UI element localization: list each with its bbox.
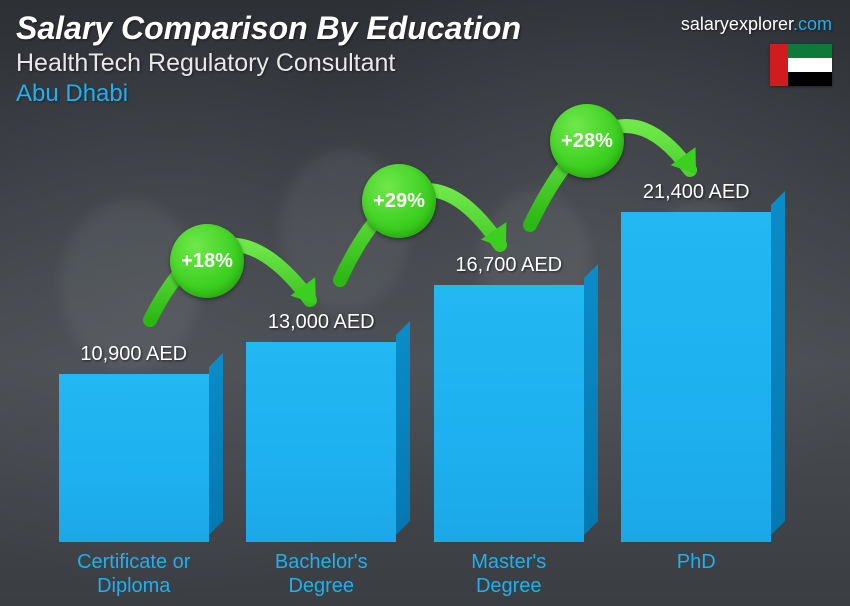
bar-1: 13,000 AED [236,311,406,542]
bar-0: 10,900 AED [49,343,219,542]
flag-stripe-green [788,44,832,58]
subtitle: HealthTech Regulatory Consultant [16,49,834,78]
bar-front-face [59,374,209,542]
bar-3d [246,342,396,542]
bar-value-label: 21,400 AED [643,181,750,204]
bar-front-face [621,212,771,542]
bar-3: 21,400 AED [611,181,781,542]
flag-stripe-black [788,72,832,86]
bar-value-label: 10,900 AED [80,343,187,366]
bar-value-label: 13,000 AED [268,311,375,334]
chart-container: Salary Comparison By Education HealthTec… [0,0,850,606]
flag-stripe-white [788,58,832,72]
x-axis-labels: Certificate orDiploma Bachelor'sDegree Mas… [40,550,790,598]
bar-side-face [396,321,410,535]
bar-side-face [771,191,785,535]
brand-logo: salaryexplorer.com [681,14,832,35]
x-label-3: PhD [611,550,781,598]
bar-3d [59,374,209,542]
bar-3d [621,212,771,542]
bar-3d [434,285,584,542]
location: Abu Dhabi [16,80,834,108]
chart-area: 10,900 AED 13,000 AED 16,700 AED 21,400 AED [40,140,790,542]
uae-flag-icon [770,44,832,86]
flag-red-bar [770,44,788,86]
bar-side-face [209,353,223,535]
bar-value-label: 16,700 AED [455,254,562,277]
x-label-2: Master'sDegree [424,550,594,598]
bars-group: 10,900 AED 13,000 AED 16,700 AED 21,400 AED [40,140,790,542]
x-label-1: Bachelor'sDegree [236,550,406,598]
bar-front-face [246,342,396,542]
bar-2: 16,700 AED [424,254,594,542]
bar-side-face [584,264,598,535]
brand-main: salaryexplorer [681,14,793,34]
bar-front-face [434,285,584,542]
x-label-0: Certificate orDiploma [49,550,219,598]
brand-suffix: .com [793,14,832,34]
